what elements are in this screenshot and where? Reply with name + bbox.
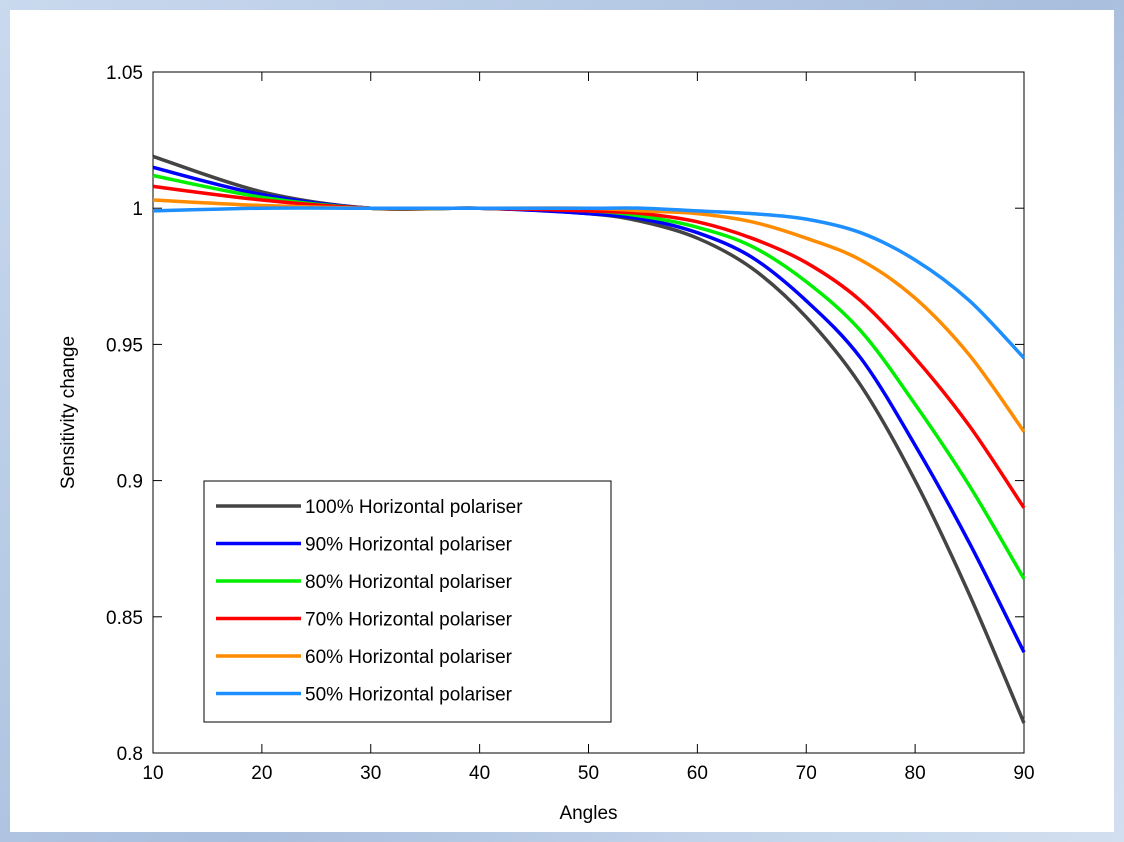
legend: 100% Horizontal polariser 90% Horizontal … [203,480,612,723]
x-axis-title: Angles [559,803,617,824]
x-tick-label: 30 [360,763,381,784]
x-tick-label: 80 [905,763,926,784]
y-tick-label: 0.95 [106,335,143,356]
x-tick-label: 40 [469,763,490,784]
line-chart: 10 20 30 40 50 60 70 80 90 0.8 0.85 0.9 0.95 1 1.05 An… [58,63,1035,824]
y-tick-label: 0.8 [117,744,143,765]
y-tick-label: 0.85 [106,608,143,629]
x-tick-label: 20 [251,763,272,784]
legend-box [203,480,612,723]
y-axis-title: Sensitivity change [58,336,79,489]
y-tick-label: 1 [132,199,143,220]
series-lines [152,154,1026,724]
x-tick-label: 60 [687,763,708,784]
legend-label: 90% Horizontal polariser [305,535,513,556]
legend-label: 100% Horizontal polariser [305,497,523,518]
x-tick-label: 10 [142,763,163,784]
series-line-6 [152,206,1026,360]
legend-label: 80% Horizontal polariser [305,572,513,593]
y-tick-label: 0.9 [117,472,143,493]
x-tick-label: 70 [796,763,817,784]
x-tick-label: 90 [1013,763,1034,784]
legend-label: 70% Horizontal polariser [305,610,513,631]
x-tick-label: 50 [578,763,599,784]
axis-ticks: 10 20 30 40 50 60 70 80 90 0.8 0.85 0.9 0.95 1 1.05 [106,63,1035,784]
figure-canvas: 10 20 30 40 50 60 70 80 90 0.8 0.85 0.9 0.95 1 1.05 An… [10,10,1114,832]
legend-label: 60% Horizontal polariser [305,647,513,668]
y-tick-label: 1.05 [106,63,143,84]
legend-label: 50% Horizontal polariser [305,685,513,706]
